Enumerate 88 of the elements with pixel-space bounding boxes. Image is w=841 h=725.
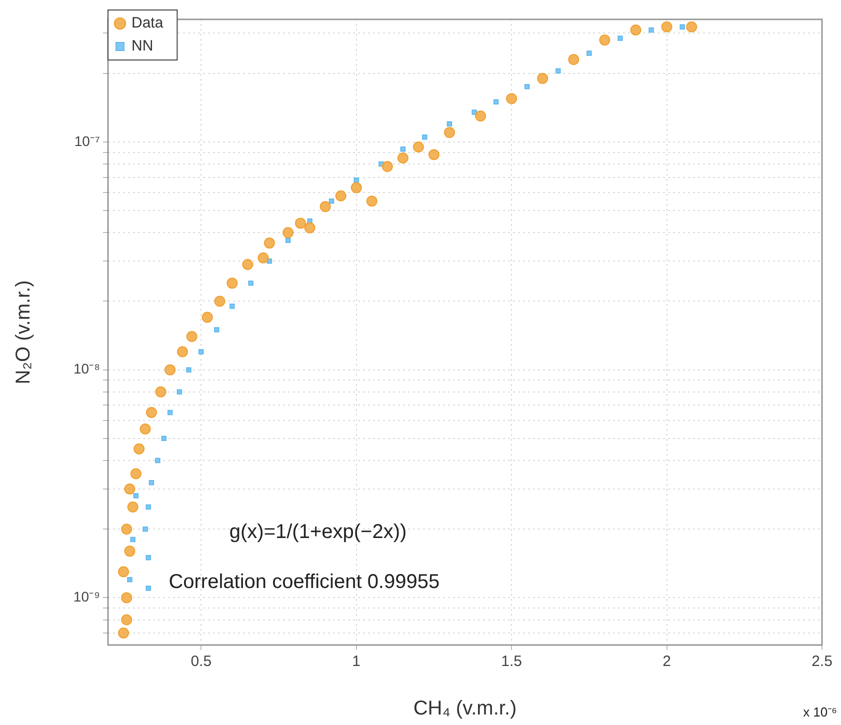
- point: [294, 218, 306, 229]
- point: [382, 161, 393, 172]
- point: [493, 99, 499, 104]
- x-tick-label: 2.5: [812, 653, 832, 670]
- point: [630, 24, 642, 36]
- point: [214, 327, 220, 332]
- point: [121, 592, 132, 604]
- x-axis-title: CH₄ (v.m.r.): [413, 698, 517, 720]
- y-tick-label: 10⁻⁹: [73, 588, 100, 605]
- text: x 10⁻⁶: [803, 704, 837, 720]
- point: [164, 364, 176, 376]
- point: [142, 526, 148, 532]
- point: [680, 24, 685, 30]
- point: [146, 504, 151, 510]
- point: [475, 110, 486, 122]
- legend-label: Data: [132, 14, 164, 32]
- point: [130, 536, 136, 542]
- point: [648, 27, 654, 33]
- y-tick-label: 10⁻⁷: [74, 132, 100, 149]
- point: [146, 554, 151, 560]
- point: [422, 134, 428, 140]
- point: [148, 480, 154, 486]
- x-tick-label: 1.5: [501, 653, 522, 670]
- point: [556, 68, 561, 74]
- point: [335, 190, 346, 202]
- y-tick-label: 10⁻⁸: [74, 360, 100, 377]
- legend-label: NN: [132, 38, 154, 55]
- x-tick-label: 1: [352, 653, 361, 670]
- point: [537, 72, 548, 84]
- point: [264, 238, 275, 249]
- point: [586, 50, 592, 56]
- point: [134, 443, 145, 454]
- point: [242, 258, 254, 270]
- point: [366, 196, 378, 207]
- point: [121, 614, 132, 626]
- point: [161, 436, 166, 442]
- point: [155, 458, 160, 464]
- point: [397, 152, 408, 164]
- point: [444, 127, 455, 138]
- point: [400, 146, 406, 152]
- point: [127, 502, 138, 513]
- point: [124, 546, 136, 557]
- point: [446, 121, 452, 127]
- point: [506, 93, 518, 104]
- point: [524, 84, 530, 90]
- point: [176, 389, 182, 395]
- point: [568, 54, 580, 66]
- point: [350, 182, 362, 194]
- point: [140, 423, 151, 434]
- point: [121, 524, 132, 535]
- point: [304, 222, 316, 234]
- point: [472, 110, 477, 115]
- annotation: g(x)=1/(1+exp(−2x)): [229, 520, 407, 543]
- point: [248, 280, 254, 286]
- point: [146, 586, 151, 591]
- point: [186, 367, 192, 372]
- x-tick-label: 0.5: [190, 653, 212, 670]
- point: [226, 278, 238, 289]
- point: [167, 410, 173, 416]
- point: [686, 21, 698, 32]
- y-axis-title: N₂O (v.m.r.): [12, 280, 35, 384]
- point: [618, 36, 623, 41]
- point: [202, 312, 213, 323]
- annotation: Correlation coefficient 0.99955: [168, 570, 440, 593]
- point: [428, 149, 440, 160]
- point: [285, 238, 291, 243]
- point: [214, 296, 226, 307]
- point: [230, 304, 235, 309]
- point: [661, 21, 672, 32]
- x-tick-label: 2: [662, 653, 671, 670]
- point: [320, 201, 331, 212]
- point: [177, 346, 188, 358]
- point: [258, 252, 269, 264]
- point: [124, 483, 136, 494]
- point: [354, 178, 359, 183]
- point: [133, 493, 139, 498]
- point: [155, 386, 166, 398]
- point: [198, 349, 204, 354]
- point: [186, 331, 198, 342]
- point: [118, 566, 130, 578]
- point: [130, 468, 142, 480]
- point: [412, 142, 424, 153]
- point: [118, 627, 130, 638]
- point: [146, 406, 157, 418]
- point: [599, 34, 610, 46]
- point: [328, 198, 334, 204]
- point: [127, 577, 132, 582]
- point: [282, 227, 294, 238]
